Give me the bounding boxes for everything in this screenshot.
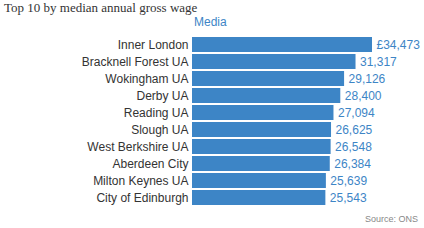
svg-text:26,384: 26,384 (334, 157, 371, 171)
svg-text:25,543: 25,543 (330, 191, 367, 205)
svg-text:Aberdeen City: Aberdeen City (112, 157, 188, 171)
svg-text:Wokingham UA: Wokingham UA (105, 72, 188, 86)
svg-text:Inner London: Inner London (118, 38, 189, 52)
html-text:Media: Media (194, 15, 227, 29)
svg-text:25,639: 25,639 (330, 174, 367, 188)
svg-text:Milton Keynes UA: Milton Keynes UA (93, 174, 188, 188)
svg-text:Slough UA: Slough UA (131, 123, 188, 137)
svg-text:£34,473: £34,473 (377, 38, 421, 52)
svg-text:26,625: 26,625 (336, 123, 373, 137)
svg-text:Bracknell Forest UA: Bracknell Forest UA (82, 55, 189, 69)
svg-text:26,548: 26,548 (335, 140, 372, 154)
svg-text:31,317: 31,317 (360, 55, 397, 69)
svg-text:West Berkshire UA: West Berkshire UA (87, 140, 188, 154)
svg-text:Reading UA: Reading UA (124, 106, 189, 120)
html-text:Top 10 by median annual gross: Top 10 by median annual gross wage (4, 0, 198, 15)
html-text:Source: ONS: Source: ONS (365, 214, 418, 224)
svg-text:27,094: 27,094 (338, 106, 375, 120)
svg-text:City of Edinburgh: City of Edinburgh (96, 191, 188, 205)
svg-text:28,400: 28,400 (345, 89, 382, 103)
svg-text:Derby UA: Derby UA (136, 89, 188, 103)
svg-text:29,126: 29,126 (349, 72, 386, 86)
